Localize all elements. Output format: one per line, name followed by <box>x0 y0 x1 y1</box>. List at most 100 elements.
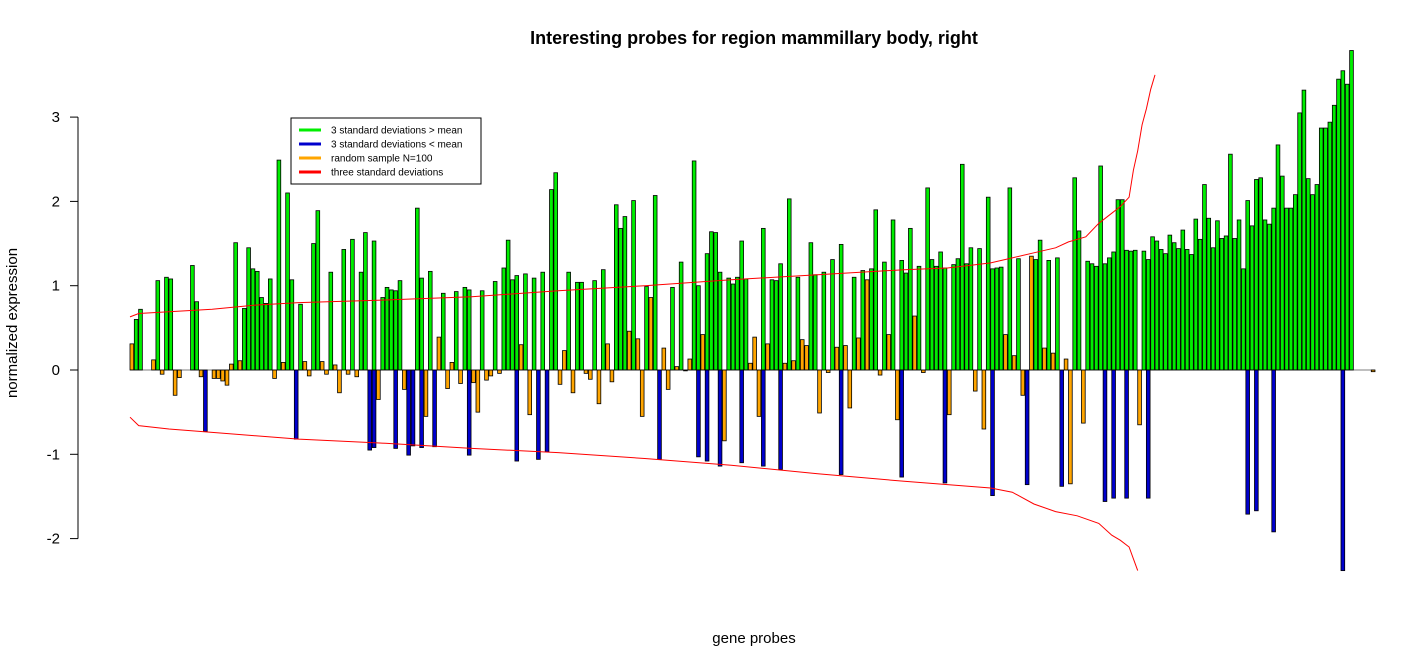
bar-above <box>795 276 801 371</box>
bar-above <box>1310 194 1315 371</box>
bar-above <box>1284 207 1289 371</box>
bar-random <box>488 369 494 377</box>
bar-above <box>938 251 943 371</box>
bar-below <box>1145 369 1151 499</box>
bar-above <box>1232 238 1237 371</box>
bar-above <box>1344 83 1350 371</box>
bar-above <box>691 160 697 371</box>
bar-above <box>553 172 558 371</box>
bar-above <box>1171 242 1177 371</box>
bar-above <box>873 209 879 371</box>
bar-above <box>994 267 1000 371</box>
bar-above <box>289 279 295 371</box>
bar-above <box>1102 263 1108 371</box>
bar-above <box>1262 219 1268 371</box>
bar-random <box>596 369 602 405</box>
bar-above <box>341 249 347 371</box>
bar-below <box>293 369 299 440</box>
bar-above <box>1007 187 1013 371</box>
bar-above <box>466 289 472 371</box>
bar-above <box>479 290 485 371</box>
bar-random <box>518 344 524 371</box>
bar-above <box>761 227 766 371</box>
bar-random <box>1042 347 1047 371</box>
bar-below <box>466 369 472 456</box>
bar-above <box>1215 220 1220 371</box>
bar-above <box>678 261 684 371</box>
bar-random <box>354 369 359 378</box>
bar-above <box>670 286 675 371</box>
bar-above <box>851 276 857 371</box>
bar-above <box>1120 199 1125 371</box>
bar-above <box>696 285 701 371</box>
bar-above <box>1314 184 1320 371</box>
bar-random <box>172 369 178 396</box>
bar-above <box>838 243 844 371</box>
y-tick-label: 2 <box>52 193 60 210</box>
bar-random <box>661 347 667 371</box>
bar-above <box>164 276 169 371</box>
bar-above <box>566 271 571 371</box>
y-tick-label: 1 <box>52 278 60 295</box>
bar-random <box>475 369 481 413</box>
bar-below <box>1124 369 1129 499</box>
bar-random <box>324 369 329 375</box>
bar-above <box>549 189 554 371</box>
legend-label-random: random sample N=100 <box>331 154 433 165</box>
bar-above <box>652 195 658 371</box>
bar-above <box>934 265 939 371</box>
legend-label-above: 3 standard deviations > mean <box>331 126 462 137</box>
bar-above <box>1271 207 1276 371</box>
bar-above <box>1223 235 1229 371</box>
bar-above <box>1089 263 1095 371</box>
bar-above <box>960 163 965 371</box>
bar-above <box>1254 179 1259 371</box>
bar-above <box>1258 177 1263 371</box>
threshold-lines <box>129 74 1156 571</box>
bar-above <box>1293 194 1298 371</box>
bar-above <box>255 270 260 371</box>
bar-above <box>1210 247 1216 371</box>
bar-random <box>151 359 156 371</box>
bar-above <box>1111 251 1116 371</box>
bar-random <box>449 362 455 371</box>
bar-above <box>440 292 446 371</box>
bar-above <box>1184 249 1190 371</box>
bar-random <box>947 369 952 416</box>
bar-above <box>1046 260 1052 371</box>
bar-above <box>929 259 935 371</box>
bar-above <box>311 243 316 371</box>
bar-above <box>1098 165 1103 371</box>
bar-above <box>138 308 143 371</box>
bar-random <box>272 369 277 379</box>
bar-above <box>267 278 273 371</box>
bar-above <box>592 280 597 371</box>
bar-random <box>674 366 680 371</box>
bar-below <box>717 369 723 467</box>
bar-below <box>393 369 398 449</box>
bar-above <box>1280 175 1285 371</box>
bar-below <box>838 369 844 475</box>
threshold-upper-line <box>129 74 1156 318</box>
bar-above <box>1085 260 1090 371</box>
bar-random <box>302 361 308 371</box>
bar-above <box>246 247 251 371</box>
bar-above <box>389 289 394 371</box>
bar-above <box>393 290 398 371</box>
bar-above <box>908 227 913 371</box>
legend-box <box>290 117 482 185</box>
y-tick-label: -2 <box>47 531 60 548</box>
bar-above <box>1189 254 1194 371</box>
bar-random <box>319 361 325 371</box>
bar-below <box>778 369 783 470</box>
bar-above <box>1150 236 1155 371</box>
bar-above <box>774 280 779 371</box>
bar-above <box>462 286 468 371</box>
bar-above <box>1349 50 1354 371</box>
bar-above <box>709 231 714 371</box>
bar-above <box>242 308 247 371</box>
bar-random <box>1063 358 1069 371</box>
bar-above <box>315 210 321 371</box>
bar-above <box>1197 238 1203 371</box>
bar-above <box>985 196 991 371</box>
